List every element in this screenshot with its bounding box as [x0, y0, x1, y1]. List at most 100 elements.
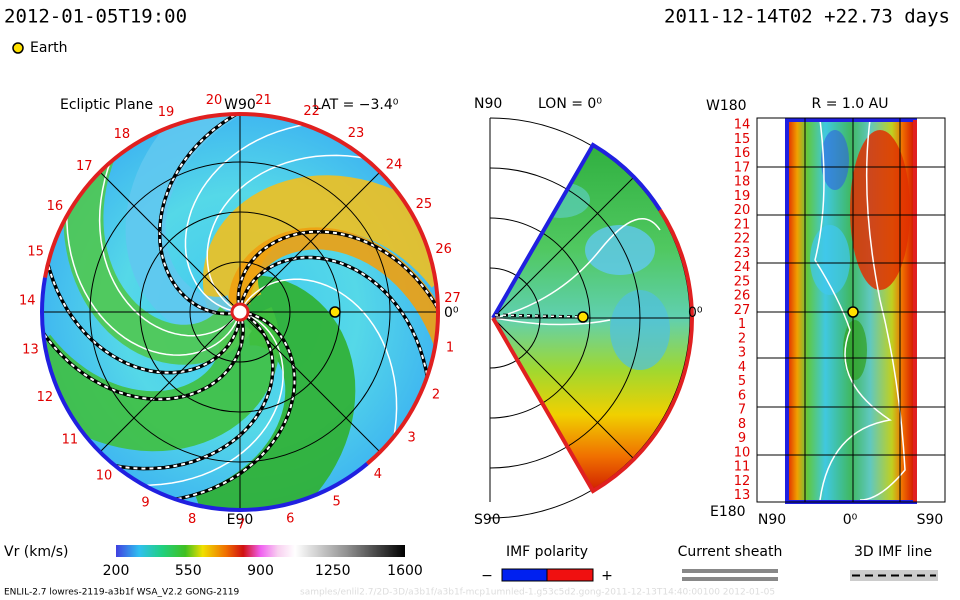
colorbar-label: Vr (km/s) [4, 544, 68, 560]
day-label: 9 [141, 495, 149, 510]
day-label: 18 [114, 127, 131, 142]
radial-x-label: 0⁰ [843, 512, 858, 528]
colorbar-tick-label: 1600 [387, 563, 423, 579]
radial-bottom-left: E180 [710, 504, 746, 520]
time: 2012-01-05T19:00 [4, 6, 187, 28]
white-contour [206, 154, 404, 309]
imf-plus: + [601, 568, 613, 584]
day-label: 2 [432, 388, 440, 403]
reference-time: 2011-12-14T02 +22.73 days [664, 6, 950, 28]
imf-line-dash [158, 114, 274, 315]
day-label: 15 [27, 245, 44, 260]
day-label: 14 [19, 293, 36, 308]
day-label: 25 [734, 274, 751, 289]
flow-band [125, 114, 246, 337]
meridional-bottom-label: S90 [474, 512, 501, 528]
colorbar-tick-label: 200 [103, 563, 130, 579]
imf-line-dash [237, 230, 438, 346]
day-label: 19 [158, 105, 175, 120]
day-label: 5 [738, 374, 746, 389]
meridional-top-label: N90 [474, 96, 502, 112]
flow-band [42, 307, 280, 452]
day-label: 22 [303, 104, 320, 119]
day-label: 27 [734, 303, 751, 318]
day-label: 4 [374, 467, 382, 482]
day-label: 21 [734, 217, 751, 232]
sun [230, 302, 250, 322]
day-label: 11 [62, 433, 79, 448]
day-label: 21 [255, 93, 272, 108]
day-label: 27 [444, 291, 461, 306]
imf-line-dash [76, 315, 274, 470]
earth-marker [577, 311, 589, 323]
ecliptic-panel [40, 112, 440, 512]
day-label: 6 [286, 511, 294, 526]
day-label: 3 [738, 346, 746, 361]
imf-negative [501, 568, 548, 582]
day-label: 5 [333, 494, 341, 509]
flow-band [202, 175, 438, 316]
radial-x-label: N90 [758, 512, 786, 528]
day-label: 8 [188, 512, 196, 527]
white-contour [98, 125, 236, 337]
white-contour [66, 175, 238, 356]
day-label: 12 [37, 390, 54, 405]
day-label: 4 [738, 360, 746, 375]
day-label: 13 [22, 343, 39, 358]
colorbar-tick-label: 900 [247, 563, 274, 579]
white-contour [243, 278, 398, 476]
day-label: 24 [734, 260, 751, 275]
day-label: 6 [738, 388, 746, 403]
imf-line-title: 3D IMF line [854, 544, 932, 560]
day-label: 23 [348, 126, 365, 141]
day-label: 23 [734, 246, 751, 261]
radial-title: R = 1.0 AU [812, 96, 889, 112]
day-label: 24 [386, 157, 403, 172]
imf-line-dash [240, 256, 432, 417]
day-label: 11 [734, 460, 751, 475]
negative-boundary [40, 277, 369, 512]
imf-line-dash [135, 312, 296, 504]
day-label: 3 [407, 431, 415, 446]
day-label: 2 [738, 331, 746, 346]
day-label: 10 [734, 445, 751, 460]
day-label: 13 [734, 488, 751, 503]
ecliptic-title: Ecliptic Plane [60, 97, 153, 113]
run-path: samples/enlil2.7/2D-3D/a3b1f/a3b1f-mcp1u… [300, 588, 775, 598]
imf-polarity-title: IMF polarity [506, 544, 588, 560]
flow-band [63, 141, 253, 365]
day-label: 1 [446, 340, 454, 355]
imf-positive [546, 568, 594, 582]
radial-x-label: S90 [917, 512, 944, 528]
colorbar-tick-label: 550 [175, 563, 202, 579]
ecliptic-flow [42, 114, 438, 510]
ecliptic-lat: LAT = −3.4⁰ [313, 97, 399, 113]
day-label: 19 [734, 189, 751, 204]
day-label: 12 [734, 474, 751, 489]
earth-legend-marker [12, 42, 24, 54]
day-label: 17 [734, 160, 751, 175]
earth-marker [329, 306, 341, 318]
flow-band [194, 275, 356, 510]
radial-top-left: W180 [706, 98, 747, 114]
meridional-lon: LON = 0⁰ [538, 96, 602, 112]
radial-panel [756, 117, 946, 504]
imf-line-dash [42, 224, 241, 374]
day-label: 8 [738, 417, 746, 432]
imf-line-dash [42, 296, 245, 401]
white-contour [184, 121, 345, 312]
colorbar-tick-label: 1250 [315, 563, 351, 579]
earth-marker [847, 306, 859, 318]
day-label: 16 [47, 199, 64, 214]
day-label: 9 [738, 431, 746, 446]
day-label: 15 [734, 132, 751, 147]
day-label: 7 [237, 517, 245, 532]
ecliptic-bottom-label: E90 [227, 512, 254, 528]
white-contour [103, 314, 284, 486]
day-label: 7 [738, 403, 746, 418]
ecliptic-top-label: W90 [224, 97, 256, 113]
day-label: 22 [734, 232, 751, 247]
flow-band [228, 227, 438, 367]
colorbar [116, 545, 405, 557]
